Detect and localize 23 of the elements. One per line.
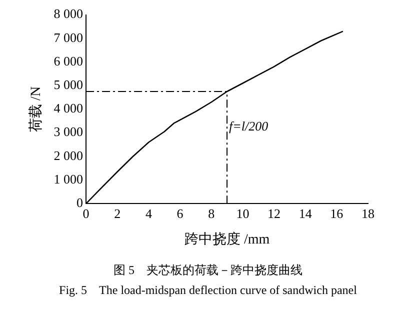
y-tick-label: 7 000 [54,30,84,45]
y-tick-label: 1 000 [54,171,84,186]
y-tick-label: 5 000 [54,77,84,92]
y-tick-label: 0 [76,195,84,210]
x-tick-label: 14 [298,206,312,221]
y-axis-title: 荷载 /N [28,86,44,132]
x-tick-label: 10 [236,206,250,221]
y-tick-label: 2 000 [54,148,84,163]
y-tick-label: 8 000 [54,6,84,22]
y-tick-label: 4 000 [54,100,84,116]
x-tick-label: 12 [268,206,281,221]
caption: Fig. 5 The load-midspan deflection curve of sandwich panel [58,282,358,299]
y-tick-label: 6 000 [54,53,84,68]
x-tick-label: 6 [176,206,184,221]
caption: 图 5 夹芯板的荷载－跨中挠度曲线 [112,262,304,279]
x-tick-label: 18 [362,206,374,221]
x-tick-label: 16 [330,206,344,221]
ref-line-label: f=l/200 [229,118,269,134]
x-tick-label: 8 [208,206,215,221]
x-tick-label: 4 [145,206,152,221]
y-tick-label: 3 000 [54,124,84,140]
x-axis-title: 跨中挠度 /mm [184,231,270,248]
x-tick-label: 2 [114,206,121,221]
